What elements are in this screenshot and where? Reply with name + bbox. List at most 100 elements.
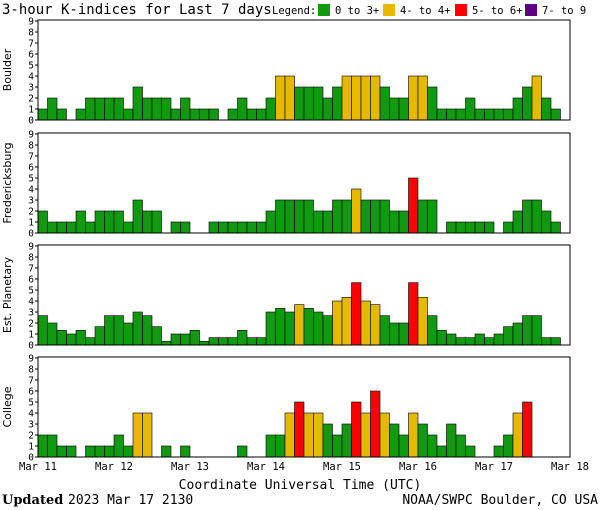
k-bar (94, 97, 105, 121)
k-bar (465, 97, 476, 121)
y-tick-label: 7 (28, 39, 34, 50)
y-tick-label: 1 (28, 442, 34, 453)
k-bar (360, 300, 371, 346)
k-bar (522, 199, 533, 234)
k-bar (189, 330, 200, 346)
k-bar (360, 412, 371, 458)
y-tick-label: 5 (28, 398, 34, 409)
k-bar (493, 108, 504, 121)
k-bar (313, 86, 324, 121)
k-bar (208, 108, 219, 121)
k-bar (341, 199, 352, 234)
k-bar (75, 330, 86, 346)
y-axis-label: Boulder (1, 48, 14, 91)
k-bar (332, 86, 343, 121)
k-bar (550, 108, 561, 121)
k-bar (132, 199, 143, 234)
k-bar (360, 75, 371, 121)
y-tick-label: 3 (28, 196, 34, 207)
k-bar (417, 75, 428, 121)
y-tick-label: 2 (28, 207, 34, 218)
k-bar (303, 308, 314, 346)
legend-label: Legend: (272, 5, 316, 17)
k-bar (446, 221, 457, 234)
k-bar (208, 337, 219, 346)
k-bar (427, 199, 438, 234)
k-bar (104, 315, 115, 346)
y-tick-label: 4 (28, 72, 34, 83)
k-bar (351, 188, 362, 234)
k-bar (37, 210, 48, 234)
k-bar (246, 221, 257, 234)
k-bar (199, 341, 210, 346)
k-bar (265, 97, 276, 121)
k-bar (398, 210, 409, 234)
k-bar (161, 445, 172, 458)
x-tick-label: Mar 13 (171, 461, 209, 473)
y-tick-label: 9 (28, 17, 34, 28)
y-tick-label: 6 (28, 387, 34, 398)
k-bar (294, 86, 305, 121)
k-bar (123, 108, 134, 121)
k-bar (47, 322, 58, 346)
x-axis-label: Coordinate Universal Time (UTC) (179, 478, 422, 493)
k-bar (180, 333, 191, 346)
k-bar (265, 210, 276, 234)
k-bar (85, 97, 96, 121)
panel-frame (37, 132, 571, 234)
k-bar (503, 221, 514, 234)
k-bar (85, 337, 96, 346)
k-bar (322, 315, 333, 346)
k-bar (275, 199, 286, 234)
k-bar (446, 423, 457, 458)
k-bar (484, 108, 495, 121)
k-bar (294, 199, 305, 234)
k-bar (180, 445, 191, 458)
k-bar (170, 108, 181, 121)
k-bar (465, 445, 476, 458)
k-bar (370, 304, 381, 346)
k-bar (493, 445, 504, 458)
k-bar (284, 75, 295, 121)
legend-swatch-2 (455, 4, 467, 16)
legend-swatch-1 (383, 4, 395, 16)
k-bar (75, 210, 86, 234)
k-bar (455, 221, 466, 234)
k-bar (455, 108, 466, 121)
k-bar (408, 75, 419, 121)
y-tick-label: 0 (28, 116, 34, 127)
y-tick-label: 9 (28, 242, 34, 253)
k-bar (465, 221, 476, 234)
y-axis-label: Fredericksburg (1, 142, 14, 223)
y-tick-label: 9 (28, 354, 34, 365)
y-tick-label: 2 (28, 94, 34, 105)
k-bar (132, 412, 143, 458)
k-bar (218, 221, 229, 234)
k-bar (446, 108, 457, 121)
panel-frame (37, 244, 571, 346)
k-bar (75, 108, 86, 121)
k-bar (256, 108, 267, 121)
k-bar (503, 108, 514, 121)
k-bar (170, 333, 181, 346)
y-axis-label: College (1, 386, 14, 427)
k-bar (484, 337, 495, 346)
k-bar (455, 434, 466, 458)
y-tick-label: 4 (28, 297, 34, 308)
k-bar (389, 423, 400, 458)
k-bar (47, 97, 58, 121)
x-tick-label: Mar 16 (399, 461, 437, 473)
k-bar (142, 210, 153, 234)
k-bar (351, 282, 362, 346)
k-bar (370, 75, 381, 121)
k-bar (455, 337, 466, 346)
y-axis-label: Est. Planetary (1, 256, 14, 333)
y-tick-label: 6 (28, 275, 34, 286)
k-bar (341, 75, 352, 121)
k-bar (408, 282, 419, 346)
k-bar (531, 199, 542, 234)
k-bar (512, 322, 523, 346)
k-bar (408, 177, 419, 234)
k-bar (47, 221, 58, 234)
